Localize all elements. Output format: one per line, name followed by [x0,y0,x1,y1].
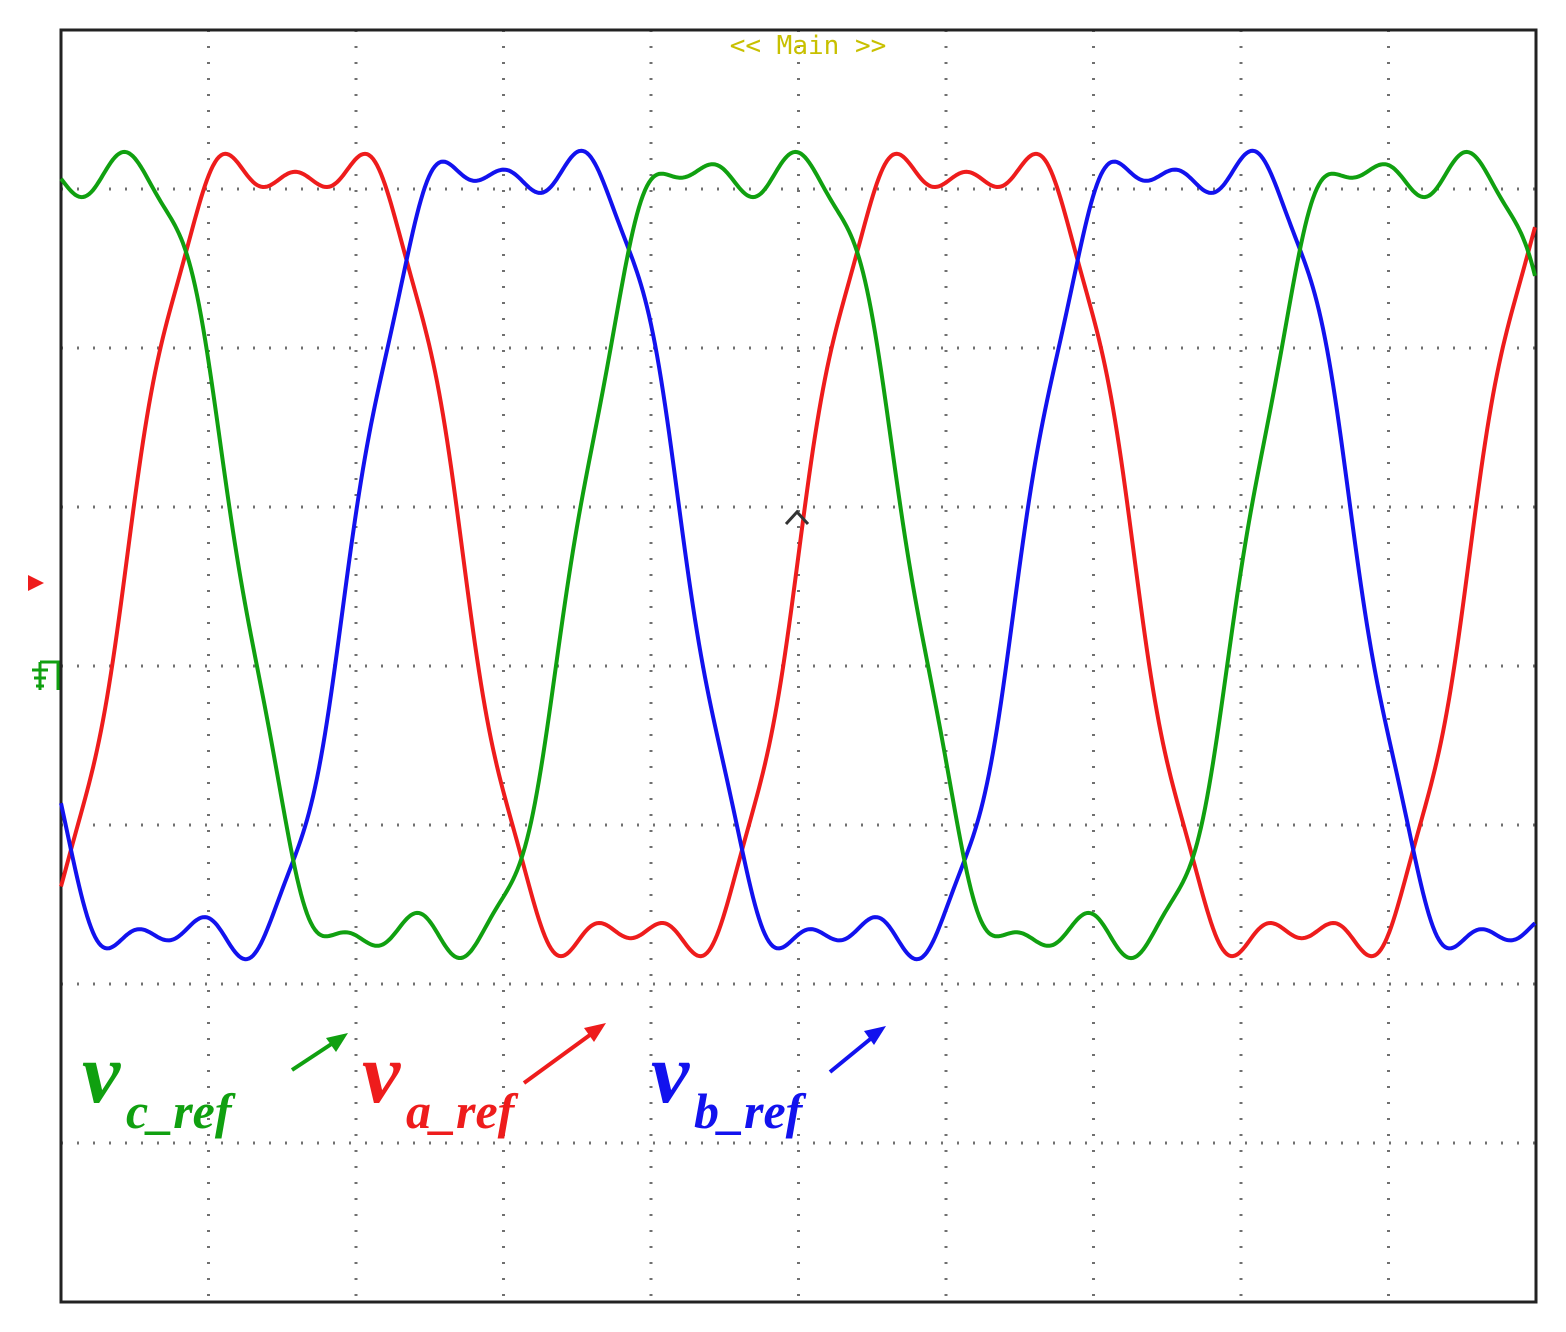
ground-reference-marker[interactable] [32,660,60,690]
graticule-grid [61,30,1536,1302]
label-vb-ref: v b_ref [651,1025,807,1139]
screen-frame [59,28,1538,1304]
label-va-sub: a_ref [406,1083,519,1139]
trigger-position-cursor[interactable] [784,509,810,526]
arrow-va-ref [522,1023,606,1085]
label-va-main: v [362,1025,401,1121]
arrow-vc-ref [290,1033,348,1072]
label-vc-ref: v c_ref [82,1025,236,1139]
label-vb-main: v [651,1025,690,1121]
label-vc-main: v [82,1025,121,1121]
trace-v-c-ref [59,149,1537,961]
timebase-mode-label: << Main >> [730,31,887,61]
trace-v-a-ref [59,151,1537,959]
trigger-level-marker[interactable] [28,575,44,591]
label-vb-sub: b_ref [694,1083,807,1139]
arrow-vb-ref [828,1026,886,1074]
trace-v-b-ref [59,148,1537,962]
label-va-ref: v a_ref [362,1025,519,1139]
label-vc-sub: c_ref [126,1083,236,1139]
